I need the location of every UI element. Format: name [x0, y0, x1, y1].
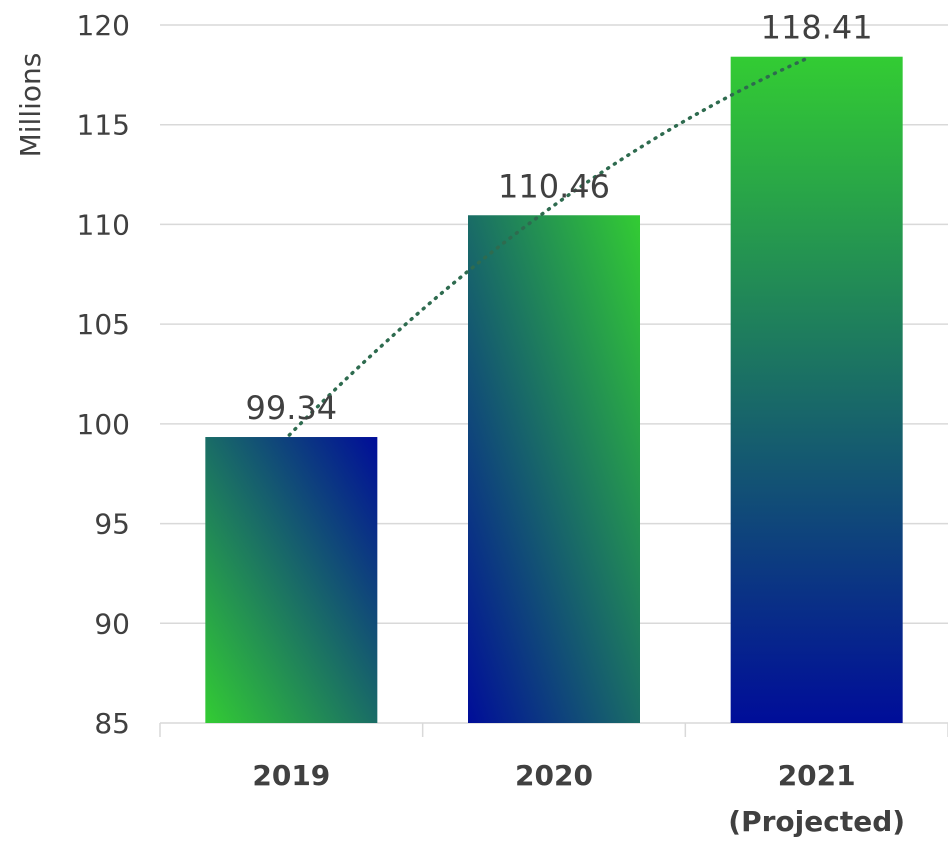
x-tick-label: 2020: [515, 759, 593, 792]
y-tick-label: 105: [77, 308, 130, 341]
bars: [205, 56, 903, 723]
y-tick-label: 115: [77, 109, 130, 142]
bar-2020: [468, 215, 640, 723]
y-tick-label: 90: [94, 607, 130, 640]
y-axis: 85 90 95 100 105 110 115 120: [77, 9, 948, 740]
y-tick-label: 110: [77, 208, 130, 241]
bar-2021: [730, 56, 903, 723]
data-label: 110.46: [498, 167, 610, 205]
y-tick-label: 120: [77, 9, 130, 42]
y-tick-label: 100: [77, 408, 130, 441]
data-label: 99.34: [246, 389, 338, 427]
x-tick-label: 2021: [778, 759, 856, 792]
data-label: 118.41: [761, 9, 873, 47]
x-tick-label: 2019: [252, 759, 330, 792]
x-axis: 2019 2020 2021 (Projected): [252, 759, 905, 838]
y-tick-label: 85: [94, 707, 130, 740]
data-labels: 99.34 110.46 118.41: [246, 9, 873, 427]
bar-2019: [205, 437, 378, 723]
y-axis-title: Millions: [14, 53, 47, 158]
x-tick-label: (Projected): [728, 805, 905, 838]
y-tick-label: 95: [94, 508, 130, 541]
